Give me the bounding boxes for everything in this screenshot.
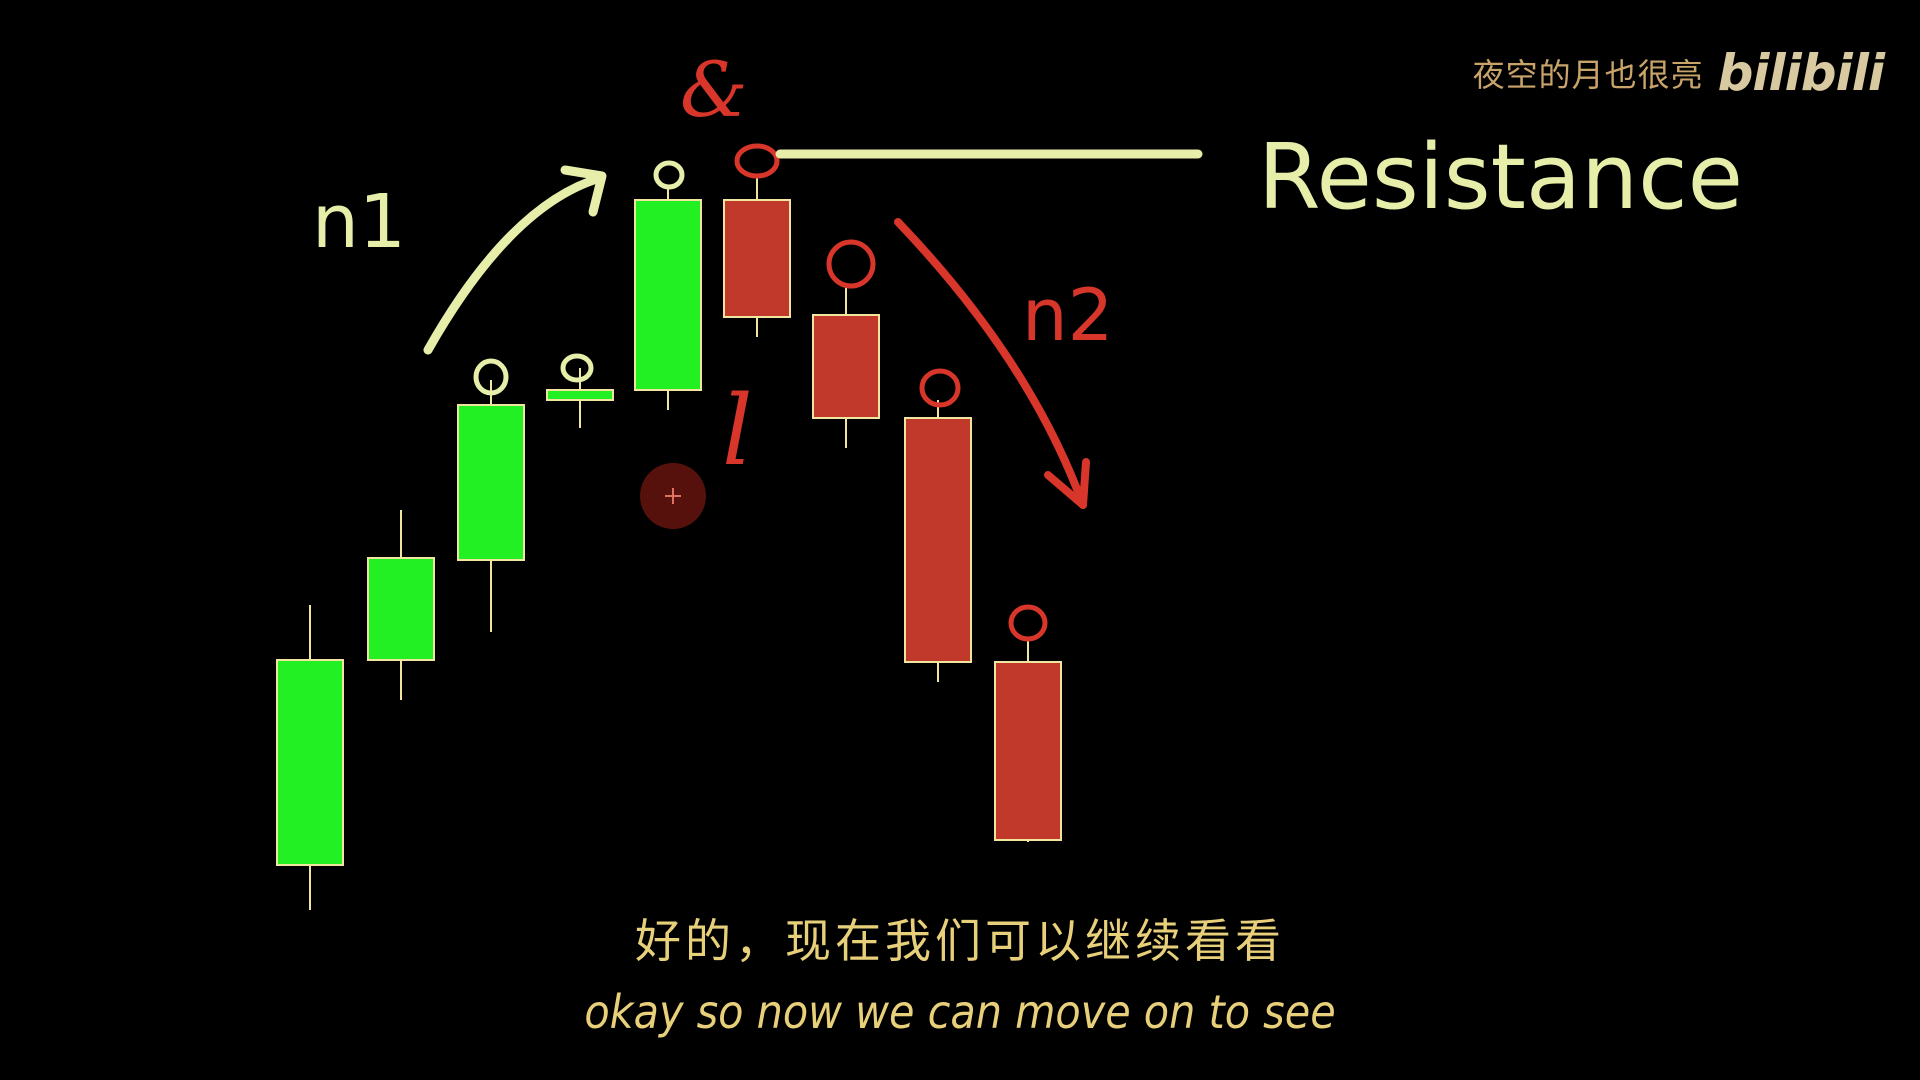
bearish-candle xyxy=(723,199,791,318)
bearish-candle xyxy=(812,314,880,419)
low-marker-label: l xyxy=(722,375,753,487)
n1-label: n1 xyxy=(312,179,406,265)
bullish-candle xyxy=(457,404,525,561)
marker-circle xyxy=(473,358,509,396)
low-markers xyxy=(734,143,1048,642)
subtitle-chinese: 好的，现在我们可以继续看看 xyxy=(635,914,1285,968)
bullish-candle xyxy=(367,557,435,661)
bilibili-logo: bilibili xyxy=(1717,44,1885,102)
up-arrow xyxy=(423,173,605,355)
marker-circle xyxy=(560,353,594,383)
subtitle-english: okay so now we can move on to see xyxy=(584,985,1336,1039)
marker-circle xyxy=(919,368,961,408)
cursor-icon xyxy=(640,463,706,529)
candles-layer xyxy=(276,175,1062,910)
marker-circle xyxy=(653,160,685,190)
down-arrow xyxy=(894,218,1087,509)
down-arrow-head xyxy=(1044,458,1090,509)
high-markers xyxy=(473,160,685,396)
bullish-candle xyxy=(276,659,344,866)
bearish-candle xyxy=(904,417,972,663)
watermark: 夜空的月也很亮 bilibili xyxy=(1472,44,1885,102)
marker-circle xyxy=(734,143,780,179)
bullish-candle xyxy=(546,389,614,401)
up-arrow-head xyxy=(560,165,607,217)
resistance-label: Resistance xyxy=(1258,125,1743,230)
high-marker-label: & xyxy=(680,45,748,134)
bearish-candle xyxy=(994,661,1062,841)
bullish-candle xyxy=(634,199,702,391)
marker-circle xyxy=(826,239,876,289)
marker-circle xyxy=(1008,604,1048,642)
channel-name: 夜空的月也很亮 xyxy=(1472,56,1704,94)
n2-label: n2 xyxy=(1022,273,1113,357)
